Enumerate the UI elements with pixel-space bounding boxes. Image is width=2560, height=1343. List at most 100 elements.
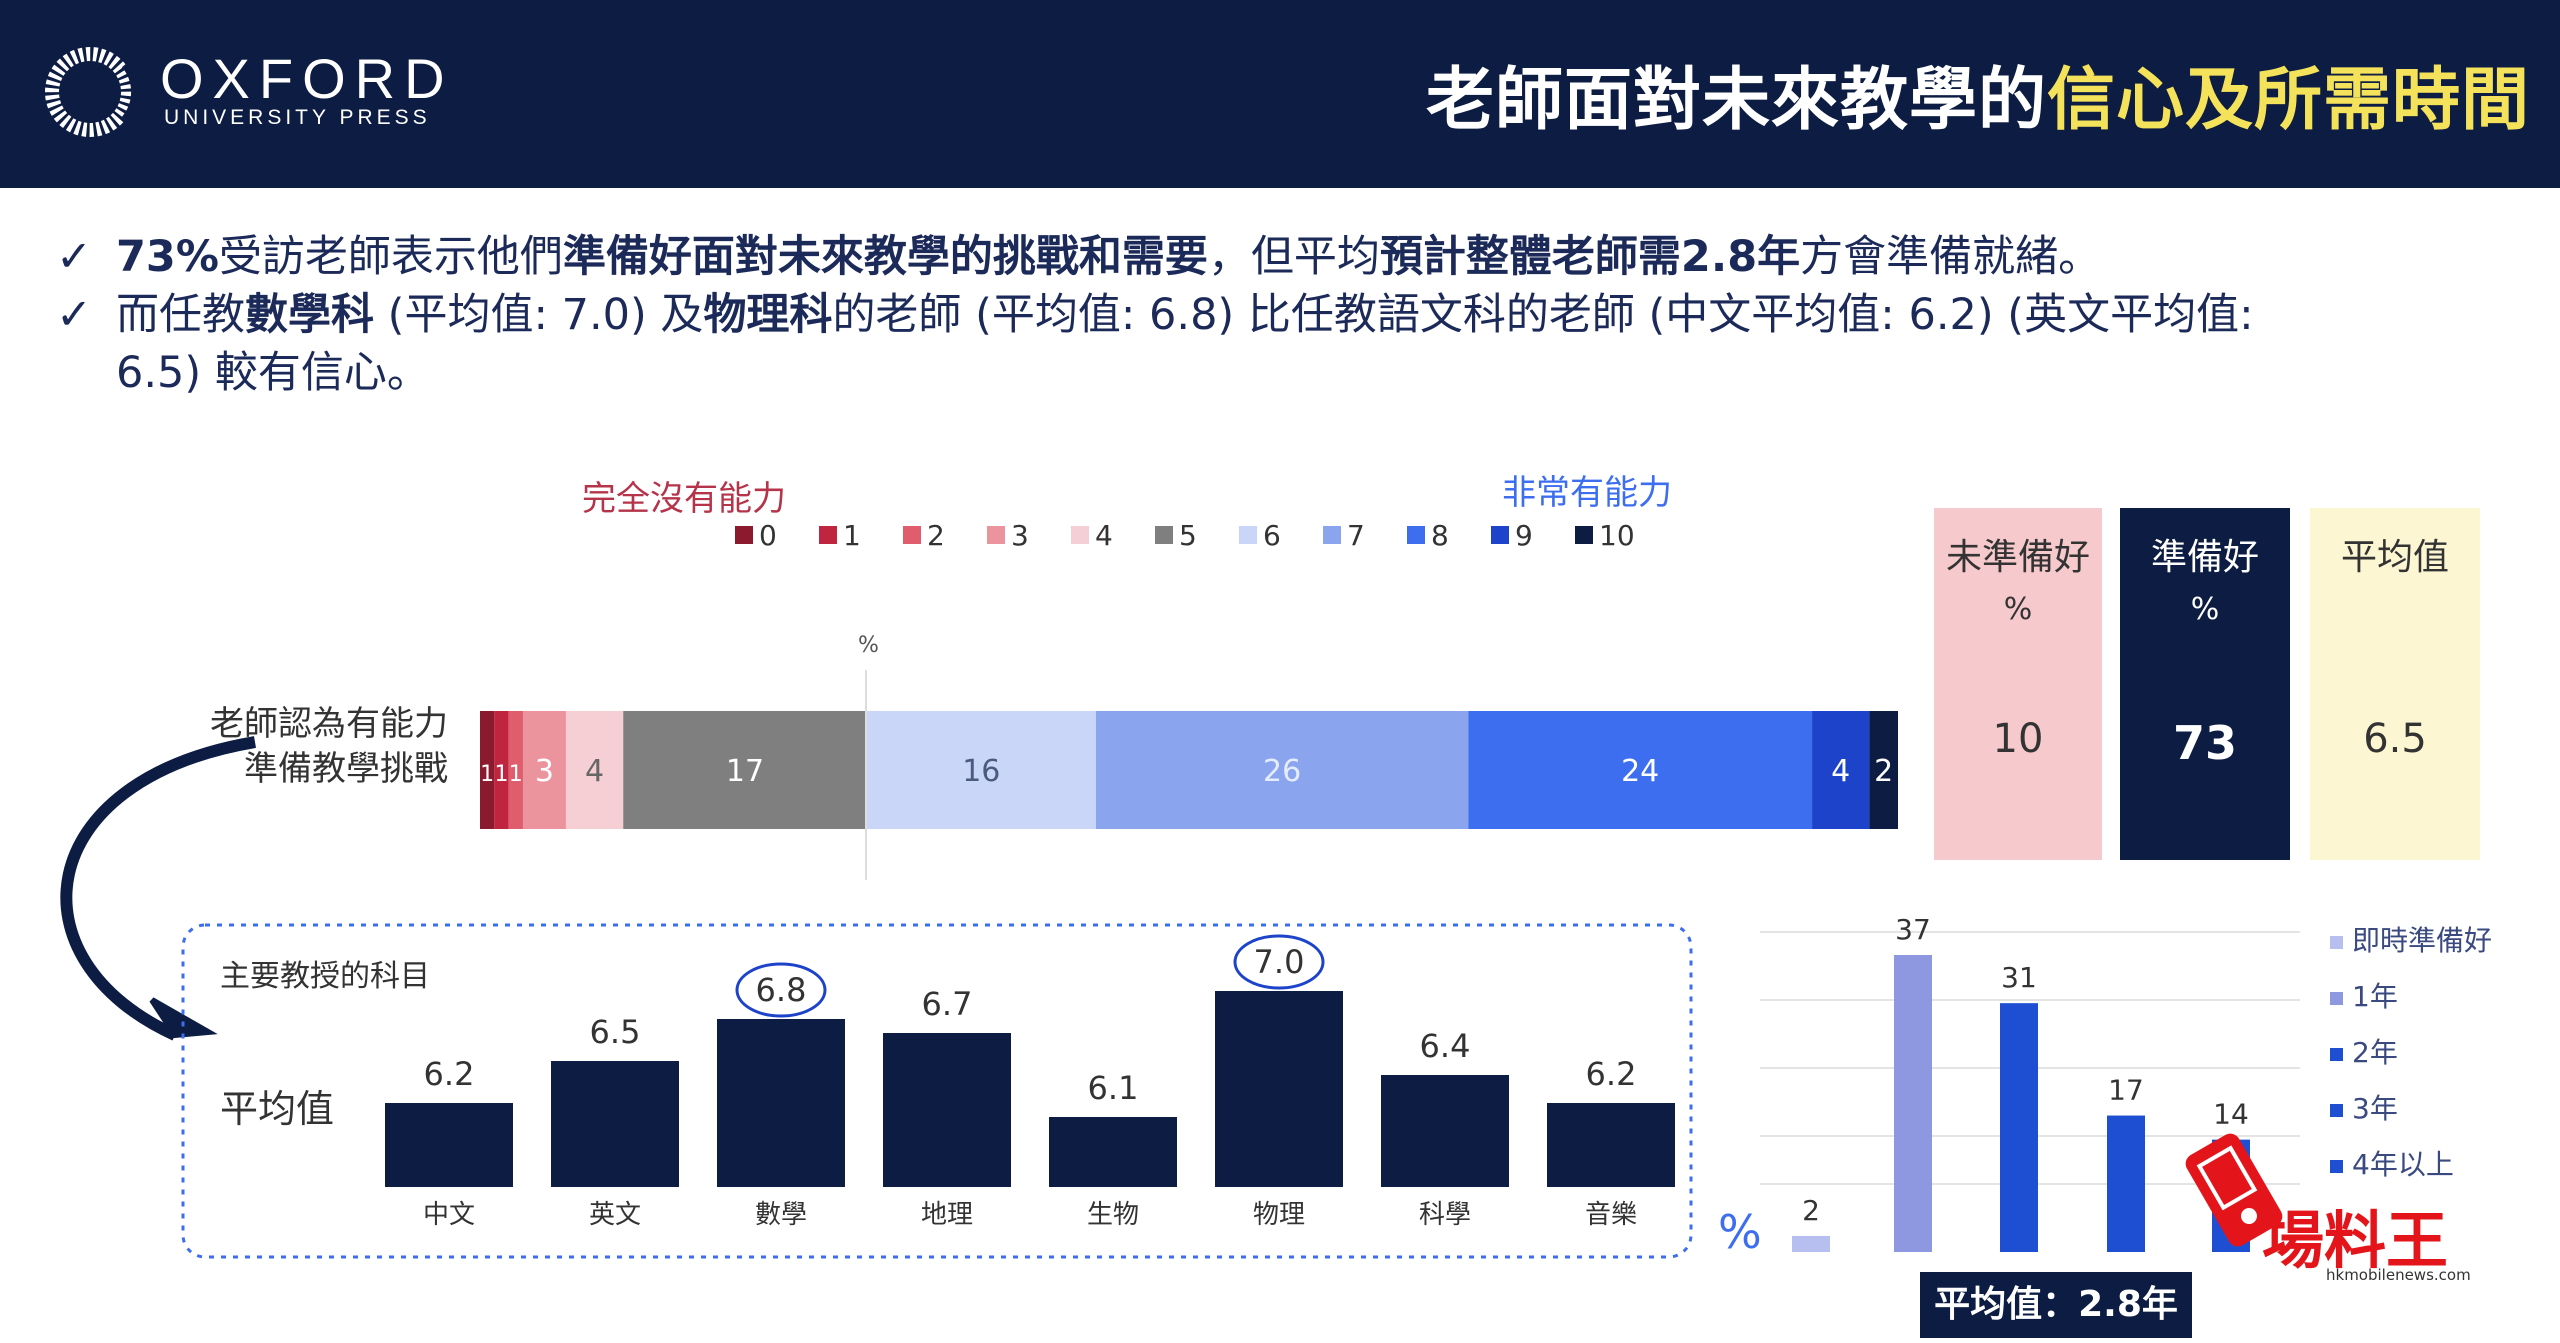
stacked-value-label-3: 3: [535, 754, 554, 789]
subject-box-title: 主要教授的科目: [220, 959, 430, 994]
bullet-2-bold-2: 物理科: [703, 290, 833, 340]
scale-right-label: 非常有能力: [1502, 473, 1672, 513]
stacked-segment-6: [866, 711, 1096, 829]
page-title: 老師面對未來教學的信心及所需時間: [1426, 44, 2530, 143]
time-legend-label-4年以上: 4年以上: [2352, 1148, 2454, 1181]
scale-left-label: 完全沒有能力: [582, 479, 786, 519]
subject-value-label-英文: 6.5: [590, 1013, 641, 1051]
time-legend: 即時準備好 1年 2年 3年 4年以上: [2330, 924, 2492, 1181]
logo-subtitle: UNIVERSITY PRESS: [164, 106, 431, 129]
time-value-label-即時準備好: 2: [1802, 1194, 1820, 1227]
legend-swatch-7: [1323, 526, 1341, 544]
subject-category-label-地理: 地理: [921, 1200, 973, 1230]
subject-value-label-數學: 6.8: [756, 971, 807, 1009]
subject-value-label-物理: 7.0: [1254, 943, 1305, 981]
stacked-segment-5: [623, 711, 867, 829]
time-legend-swatch-4年以上: [2330, 1160, 2343, 1173]
legend-label-10: 10: [1599, 519, 1635, 552]
legend-label-8: 8: [1431, 519, 1449, 552]
subject-bar-音樂: [1547, 1103, 1675, 1187]
time-value-label-2年: 31: [2001, 961, 2037, 994]
legend-swatch-2: [903, 526, 921, 544]
time-bar-3年: [2107, 1115, 2145, 1252]
legend-label-6: 6: [1263, 519, 1281, 552]
legend-label-1: 1: [843, 519, 861, 552]
bullet-2-line-2: 6.5) 較有信心。: [116, 348, 430, 398]
time-value-label-3年: 17: [2108, 1074, 2144, 1107]
stacked-value-label-7: 26: [1263, 754, 1301, 789]
time-mean-pill: 平均值：2.8年: [1920, 1272, 2192, 1338]
bullet-1: ✓ 73%受訪老師表示他們準備好面對未來教學的挑戰和需要，但平均預計整體老師需2…: [56, 228, 2516, 288]
summary-mean-box: 平均值 6.5: [2310, 508, 2480, 860]
stacked-value-label-6: 16: [962, 754, 1000, 789]
summary-not-ready-box: 未準備好 % 10: [1934, 508, 2102, 860]
stacked-value-label-1: 1: [494, 762, 508, 787]
subject-bar-英文: [551, 1061, 679, 1187]
stacked-segment-8: [1468, 711, 1813, 829]
subject-value-label-中文: 6.2: [424, 1055, 475, 1093]
summary-ready-unit: %: [2190, 592, 2220, 627]
subject-value-label-生物: 6.1: [1088, 1069, 1139, 1107]
phone-logo-icon: [2185, 1133, 2283, 1247]
legend-label-0: 0: [759, 519, 777, 552]
legend-swatch-9: [1491, 526, 1509, 544]
bullet-1-text-1: 受訪老師表示他們: [218, 232, 563, 282]
watermark-url: hkmobilenews.com: [2326, 1266, 2471, 1284]
time-legend-label-2年: 2年: [2352, 1036, 2398, 1069]
stacked-segment-9: [1812, 711, 1870, 829]
bullet-1-bold-1: 73%: [116, 232, 219, 282]
legend-label-9: 9: [1515, 519, 1533, 552]
subject-ylabel: 平均值: [220, 1087, 334, 1131]
bullet-2-text-3: 的老師 (平均值: 6.8) 比任教語文科的老師 (中文平均值: 6.2) (英…: [832, 290, 2254, 340]
stacked-segment-7: [1095, 711, 1469, 829]
time-legend-swatch-2年: [2330, 1048, 2343, 1061]
legend-label-4: 4: [1095, 519, 1113, 552]
oxford-logo-icon: [45, 47, 140, 137]
bullet-1-bold-3: 預計整體老師需2.8年: [1379, 232, 1801, 282]
bullet-1-text-2: ，但平均: [1207, 232, 1380, 282]
legend-label-5: 5: [1179, 519, 1197, 552]
legend-swatch-3: [987, 526, 1005, 544]
subject-category-label-數學: 數學: [755, 1200, 807, 1230]
subject-category-label-物理: 物理: [1253, 1200, 1305, 1230]
bullet-2-text-2: (平均值: 7.0) 及: [374, 290, 704, 340]
legend-swatch-10: [1575, 526, 1593, 544]
summary-mean-label: 平均值: [2340, 537, 2449, 578]
time-bar-chart: 2 37 31 17 14: [1792, 913, 2250, 1252]
header-banner: OXFORD UNIVERSITY PRESS 老師面對未來教學的信心及所需時間: [0, 0, 2560, 188]
stacked-segment-1: [494, 711, 509, 829]
summary-ready-value: 73: [2172, 716, 2237, 770]
subject-category-label-中文: 中文: [423, 1200, 475, 1230]
subject-category-label-生物: 生物: [1087, 1200, 1139, 1230]
time-percent-label: %: [1718, 1205, 1762, 1259]
bullet-2-bold-1: 數學科: [245, 290, 374, 340]
time-legend-label-3年: 3年: [2352, 1092, 2398, 1125]
bullet-1-bold-2: 準備好面對未來教學的挑戰和需要: [562, 232, 1208, 282]
legend-swatch-1: [819, 526, 837, 544]
bullet-2-text-1: 而任教: [116, 290, 245, 340]
stacked-value-label-5: 17: [726, 754, 764, 789]
stacked-category-label-2: 準備教學挑戰: [244, 749, 448, 789]
bullet-2-text: 而任教數學科 (平均值: 7.0) 及物理科的老師 (平均值: 6.8) 比任教…: [116, 286, 2254, 344]
checkmark-icon: ✓: [56, 290, 93, 340]
legend-swatch-6: [1239, 526, 1257, 544]
stacked-segment-0: [480, 711, 495, 829]
time-legend-label-1年: 1年: [2352, 980, 2398, 1013]
time-value-label-1年: 37: [1895, 913, 1931, 946]
time-bar-即時準備好: [1792, 1235, 1830, 1252]
legend-label-2: 2: [927, 519, 945, 552]
page-title-highlight: 信心及所需時間: [2046, 61, 2530, 140]
summary-not-ready-value: 10: [1992, 716, 2044, 762]
stacked-value-label-8: 24: [1621, 754, 1659, 789]
time-value-label-4年以上: 14: [2213, 1098, 2249, 1131]
summary-not-ready-label: 未準備好: [1945, 537, 2090, 578]
subject-bar-物理: [1215, 991, 1343, 1187]
stacked-segment-2: [508, 711, 523, 829]
subject-bar-地理: [883, 1033, 1011, 1187]
subject-highlight-ring-數學: [735, 962, 827, 1018]
bullet-2: ✓ 而任教數學科 (平均值: 7.0) 及物理科的老師 (平均值: 6.8) 比…: [56, 286, 2516, 406]
subject-bar-生物: [1049, 1117, 1177, 1187]
percent-axis-label: %: [858, 633, 879, 658]
subject-category-label-科學: 科學: [1419, 1200, 1471, 1230]
